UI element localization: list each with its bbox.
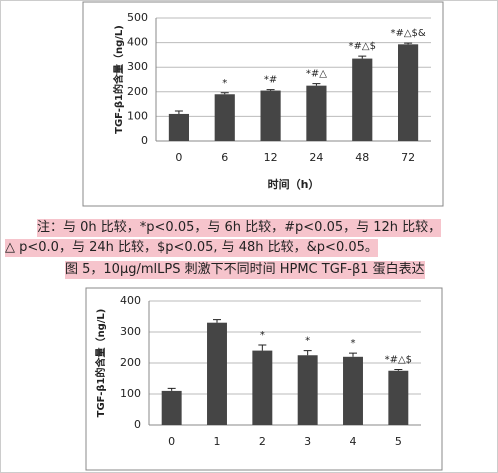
error-bar xyxy=(303,350,312,356)
x-tick-label: 5 xyxy=(395,435,402,448)
annotation: *#△ xyxy=(306,69,327,80)
bar xyxy=(260,90,281,141)
caption: 图 5，10μg/mlLPS 刺激下不同时间 HPMC TGF-β1 蛋白表达 xyxy=(65,261,425,279)
y-tick-label: 0 xyxy=(134,418,141,431)
x-tick-label: 12 xyxy=(264,151,278,164)
error-bar xyxy=(266,89,275,91)
y-tick-label: 400 xyxy=(127,36,148,49)
annotation: * xyxy=(260,330,265,341)
x-tick-label: 2 xyxy=(259,435,266,448)
annotation: * xyxy=(222,78,227,89)
x-tick-label: 4 xyxy=(350,435,357,448)
error-bar xyxy=(167,387,176,391)
bar xyxy=(306,85,327,141)
bar xyxy=(297,355,318,425)
error-bar xyxy=(349,352,357,357)
y-tick-label: 200 xyxy=(127,85,148,98)
annotation: * xyxy=(305,336,310,347)
y-axis-title: TGF-β1的含量（ng/L) xyxy=(94,309,107,418)
note-line: 注：与 0h 比较，*p<0.05，与 6h 比较，#p<0.05，与 12h … xyxy=(37,219,442,237)
error-bar xyxy=(312,83,321,86)
x-tick-label: 72 xyxy=(401,151,415,164)
error-bar xyxy=(213,319,221,323)
note-line: △ p<0.0，与 24h 比较，$p<0.05, 与 48h 比较，&p<0.… xyxy=(5,239,378,257)
error-bar xyxy=(358,55,367,59)
error-bar xyxy=(174,110,183,114)
bar xyxy=(168,113,189,141)
annotation: *#△$ xyxy=(385,355,412,366)
error-bar xyxy=(220,92,229,95)
annotation: *# xyxy=(264,75,277,86)
bar xyxy=(214,94,235,141)
annotation: * xyxy=(351,338,356,349)
y-tick-label: 0 xyxy=(141,134,148,147)
y-tick-label: 100 xyxy=(120,387,141,400)
error-bar xyxy=(258,344,267,351)
bar xyxy=(252,350,273,425)
annotation: *#△$& xyxy=(390,28,425,39)
bar xyxy=(388,370,409,425)
y-tick-label: 500 xyxy=(127,11,148,24)
x-tick-label: 0 xyxy=(168,435,175,448)
x-axis-title: 时间（h） xyxy=(268,177,320,191)
y-tick-label: 300 xyxy=(120,325,141,338)
y-tick-label: 200 xyxy=(120,356,141,369)
bar xyxy=(352,58,373,142)
y-axis-title: TGF-β1的含量（ng/L) xyxy=(112,25,125,134)
x-tick-label: 6 xyxy=(221,151,228,164)
x-tick-label: 3 xyxy=(304,435,311,448)
bar xyxy=(207,322,227,425)
bar xyxy=(343,356,363,425)
error-bar xyxy=(394,369,403,371)
x-tick-label: 48 xyxy=(355,151,369,164)
bar xyxy=(398,44,419,141)
x-tick-label: 0 xyxy=(175,151,182,164)
x-tick-label: 1 xyxy=(214,435,221,448)
y-tick-label: 100 xyxy=(127,109,148,122)
x-tick-label: 24 xyxy=(309,151,323,164)
annotation: *#△$ xyxy=(349,41,376,52)
y-tick-label: 300 xyxy=(127,60,148,73)
bar xyxy=(161,390,182,425)
error-bar xyxy=(404,42,413,45)
y-tick-label: 400 xyxy=(120,294,141,307)
